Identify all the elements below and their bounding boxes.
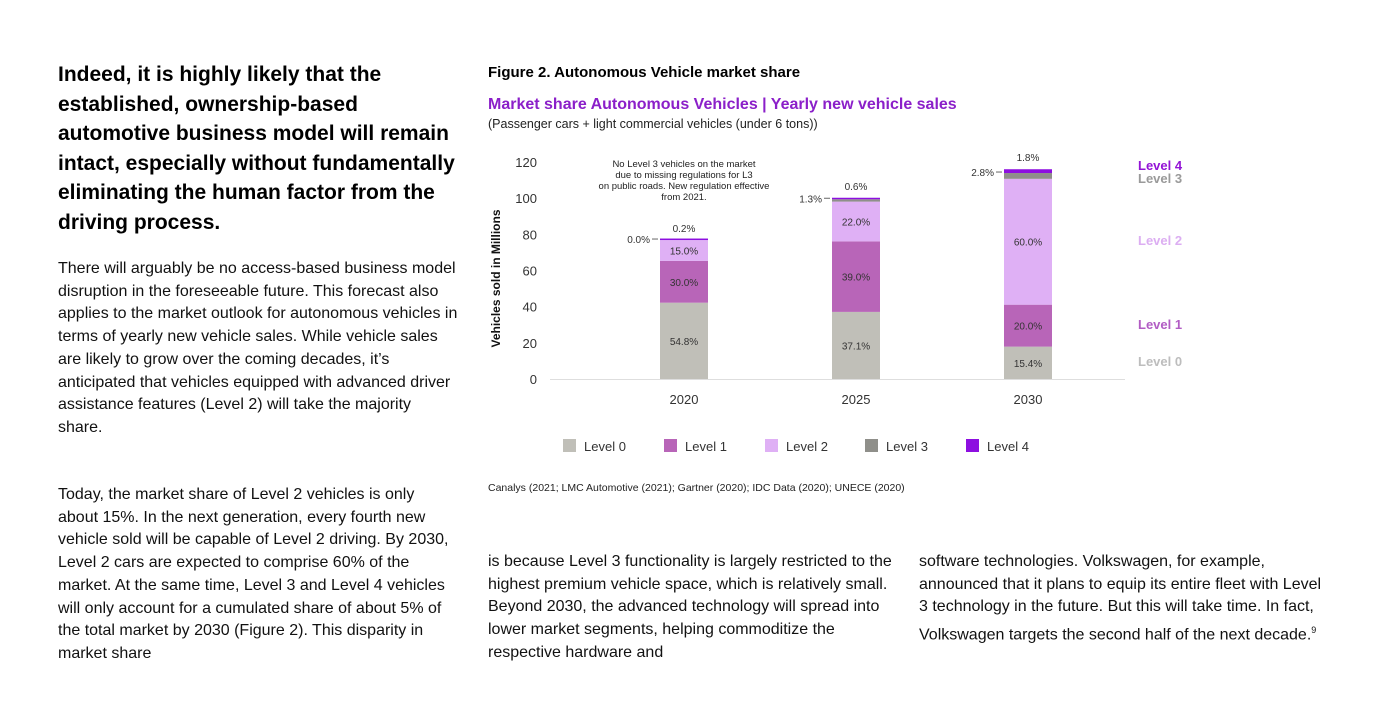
bar-segment-level2-2020 [660,240,708,261]
data-label: 37.1% [842,341,870,352]
bar-segment-level4-2020 [660,238,708,241]
x-tick-label: 2030 [1014,392,1043,407]
y-tick-label: 0 [530,372,537,387]
legend-label: Level 2 [786,439,828,454]
body-column-3: software technologies. Volkswagen, for e… [919,551,1334,647]
bar-segment-level0-2025 [832,311,880,379]
body-paragraph-1: There will arguably be no access-based b… [58,260,458,436]
data-label-level3: 2.8% [971,168,994,179]
bar-segment-level0-2030 [1004,346,1052,379]
data-label: 15.4% [1014,359,1042,370]
data-label-level3: 1.3% [799,194,822,205]
chart-annotation-line: No Level 3 vehicles on the market [612,159,755,170]
legend-swatch [664,439,677,452]
y-tick-label: 80 [523,227,537,242]
legend-label: Level 0 [584,439,626,454]
legend-swatch [865,439,878,452]
data-label: 22.0% [842,217,870,228]
data-label-level4: 0.2% [673,224,696,235]
legend-label: Level 4 [987,439,1029,454]
y-axis-title: Vehicles sold in Millions [489,209,503,347]
bar-segment-level3-2030 [1004,173,1052,179]
bar-segment-level1-2020 [660,260,708,303]
data-label-level4: 0.6% [845,182,868,193]
chart-annotation-line: on public roads. New regulation effectiv… [599,181,770,192]
body-paragraph-2: Today, the market share of Level 2 vehic… [58,486,449,662]
data-label: 60.0% [1014,238,1042,249]
bar-segment-level2-2025 [832,201,880,242]
data-label-level4: 1.8% [1017,153,1040,164]
body-column-2: is because Level 3 functionality is larg… [488,553,892,661]
y-tick-label: 60 [523,264,537,279]
chart-subtitle: (Passenger cars + light commercial vehic… [488,117,818,131]
bar-segment-level4-2030 [1004,169,1052,174]
chart-source: Canalys (2021; LMC Automotive (2021); Ga… [488,482,905,494]
bar-segment-level4-2025 [832,197,880,200]
series-side-label: Level 2 [1138,233,1182,248]
headline: Indeed, it is highly likely that the est… [58,63,455,234]
legend-label: Level 1 [685,439,727,454]
legend-swatch [765,439,778,452]
chart-title: Market share Autonomous Vehicles | Yearl… [488,96,957,113]
data-label-level3: 0.0% [627,235,650,246]
figure-label: Figure 2. Autonomous Vehicle market shar… [488,64,801,81]
legend-label: Level 3 [886,439,928,454]
stacked-bar-chart: 0 20 40 60 80 100 120 Vehicles sold in Millions… [489,153,1183,454]
bar-segment-level3-2025 [832,199,880,202]
series-side-label: Level 4 [1138,158,1183,173]
series-side-label: Level 1 [1138,317,1182,332]
y-tick-label: 100 [515,191,537,206]
legend-swatch [966,439,979,452]
data-label: 15.0% [670,246,698,257]
body-column-3-text: software technologies. Volkswagen, for e… [919,553,1322,644]
bar-segment-level1-2030 [1004,304,1052,347]
series-side-label: Level 0 [1138,354,1182,369]
y-tick-label: 40 [523,300,537,315]
bar-segment-level0-2020 [660,302,708,379]
y-tick-label: 120 [515,155,537,170]
data-label: 39.0% [842,273,870,284]
series-side-label: Level 3 [1138,171,1182,186]
data-label: 20.0% [1014,322,1042,333]
x-tick-label: 2020 [670,392,699,407]
data-label: 54.8% [670,337,698,348]
data-label: 30.0% [670,278,698,289]
bar-segment-level2-2030 [1004,178,1052,305]
chart-annotation-line: due to missing regulations for L3 [615,170,752,181]
y-tick-label: 20 [523,336,537,351]
bar-segment-level1-2025 [832,241,880,312]
x-tick-label: 2025 [842,392,871,407]
footnote-marker: 9 [1311,625,1317,636]
chart-annotation-line: from 2021. [661,192,706,203]
legend-swatch [563,439,576,452]
